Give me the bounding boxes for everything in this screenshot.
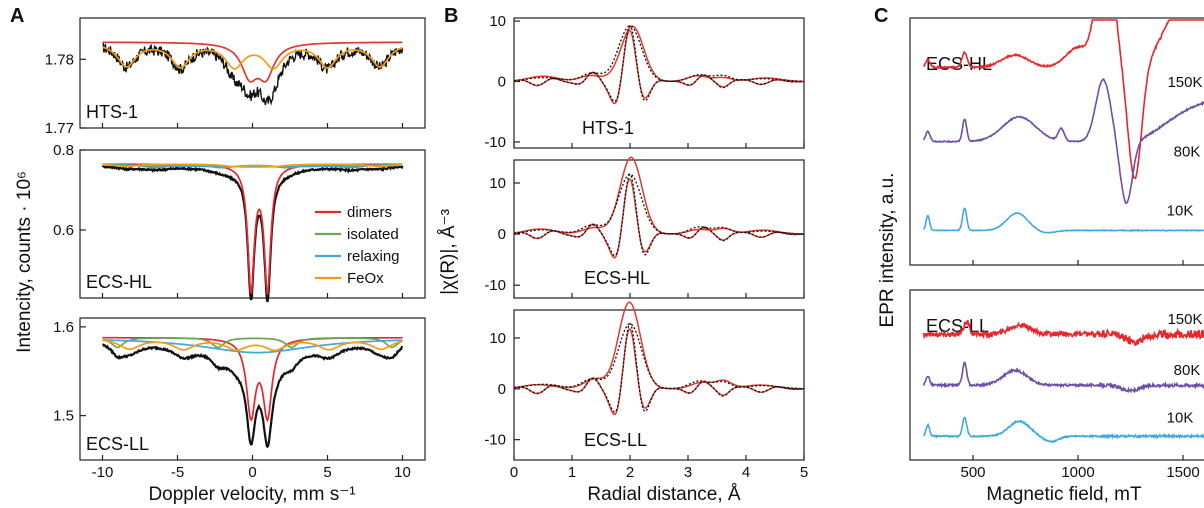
panel-b-ytick-label: 0	[498, 381, 506, 398]
panel-b-exp-real	[513, 25, 804, 103]
panel-b-xtick-label: 5	[800, 464, 808, 481]
panel-b-fit-real	[513, 178, 804, 259]
panel-letter-b: B	[444, 5, 458, 27]
panel-b-ytick-label: 0	[498, 226, 506, 243]
panel-b-fit-magnitude	[513, 156, 804, 235]
panel-b-fit-magnitude	[513, 301, 804, 390]
panel-a-xlabel: Doppler velocity, mm s⁻¹	[148, 484, 355, 505]
panel-a-xtick-label: -5	[171, 464, 184, 481]
legend-label-relaxing: relaxing	[347, 248, 400, 265]
panel-c-temp-label: 80K	[1174, 362, 1201, 379]
panel-b-exp-magnitude	[513, 25, 805, 83]
panel-b-frame-1	[513, 159, 805, 299]
panel-letter-c: C	[874, 5, 888, 27]
panel-a-ytick-label: 1.77	[45, 120, 74, 137]
panel-a-ylabel: Intencity, counts · 10⁶	[14, 171, 35, 353]
panel-c-temp-label: 10K	[1167, 203, 1194, 220]
panel-a-component-feox	[102, 163, 403, 168]
panel-c-frame-0	[909, 17, 1204, 266]
panel-a-xtick-label: 5	[323, 464, 331, 481]
panel-b-xtick-label: 2	[626, 464, 634, 481]
panel-b-exp-real	[513, 322, 804, 413]
panel-a-component-isolated	[102, 337, 403, 349]
panel-c-xtick-label: 1500	[1166, 464, 1199, 481]
legend-label-dimers: dimers	[347, 204, 392, 221]
panel-b-xtick-label: 0	[510, 464, 518, 481]
panel-a-xtick-label: 10	[394, 464, 411, 481]
panel-a-experimental-line	[102, 42, 404, 106]
panel-a-xtick-label: 0	[248, 464, 256, 481]
panel-c-series-10K	[922, 207, 1204, 234]
panel-b-exp-real	[513, 173, 804, 257]
panel-b-ytick-label: -10	[484, 134, 506, 151]
panel-a-sample-label: HTS-1	[86, 102, 138, 122]
panel-b-exp-magnitude	[514, 173, 804, 235]
panel-c-temp-label: 80K	[1174, 143, 1201, 160]
panel-c-series-150K	[923, 19, 1204, 180]
panel-c-sample-label: ECS-HL	[926, 54, 992, 74]
panel-c-temp-label: 150K	[1167, 74, 1202, 91]
panel-a-sample-label: ECS-LL	[86, 434, 149, 454]
panel-b-sample-label: HTS-1	[582, 118, 634, 138]
panel-b-exp-magnitude	[513, 323, 805, 390]
panel-a-xtick-label: -10	[92, 464, 114, 481]
panel-c-ylabel: EPR intensity, a.u.	[877, 173, 898, 328]
panel-b-ytick-label: -10	[484, 277, 506, 294]
panel-a-component-fit	[102, 41, 403, 83]
panel-a-ytick-label: 1.78	[45, 51, 74, 68]
panel-b-ytick-label: 0	[498, 73, 506, 90]
panel-c-xtick-label: 1000	[1061, 464, 1094, 481]
panel-c-series-80K	[922, 361, 1204, 394]
panel-c-series-10K	[922, 416, 1204, 444]
panel-letter-a: A	[10, 5, 24, 27]
panel-a-component-feox	[102, 46, 403, 70]
panel-a-ytick-label: 1.6	[53, 319, 74, 336]
panel-a-sample-label: ECS-HL	[86, 272, 152, 292]
panel-a-ytick-label: 1.5	[53, 408, 74, 425]
panel-b-ytick-label: 10	[489, 330, 506, 347]
panel-c-series-80K	[922, 78, 1204, 205]
panel-b-ylabel: |χ(R)|, Å⁻³	[438, 209, 459, 295]
panel-b-xtick-label: 3	[684, 464, 692, 481]
panel-a-component-feox	[102, 339, 403, 352]
panel-c-sample-label: ECS-LL	[926, 316, 989, 336]
legend-label-feox: FeOx	[347, 270, 384, 287]
panel-b-ytick-label: 10	[489, 175, 506, 192]
panel-b-fit-real	[513, 29, 804, 105]
panel-b-fit-real	[513, 328, 804, 416]
panel-a-experimental-line	[102, 343, 404, 449]
panel-b-sample-label: ECS-LL	[584, 430, 647, 450]
panel-c-series-150K	[922, 319, 1204, 346]
panel-c-temp-label: 10K	[1167, 410, 1194, 427]
panel-c-xlabel: Magnetic field, mT	[986, 484, 1142, 505]
panel-c-frame-1	[909, 289, 1204, 461]
panel-b-xtick-label: 1	[568, 464, 576, 481]
plot-layer: 1.77 1.78 HTS-1 0.6 0.8 ECS-HL 1.5 1.6 ECS-LL -10…	[45, 13, 1204, 481]
panel-a-component-relaxing	[102, 164, 403, 168]
panel-b-frame-0	[513, 17, 805, 149]
panel-b-frame-2	[513, 309, 805, 461]
panel-a-ytick-label: 0.8	[53, 142, 74, 159]
panel-c-temp-label: 150K	[1167, 311, 1202, 328]
panel-c-xtick-label: 500	[960, 464, 985, 481]
legend-label-isolated: isolated	[347, 226, 399, 243]
panel-a-ytick-label: 0.6	[53, 222, 74, 239]
panel-b-ytick-label: -10	[484, 432, 506, 449]
panel-b-fit-magnitude	[513, 25, 804, 83]
panel-b-sample-label: ECS-HL	[584, 268, 650, 288]
panel-b-ytick-label: 10	[489, 13, 506, 30]
panel-b-xtick-label: 4	[742, 464, 750, 481]
panel-b-xlabel: Radial distance, Å	[587, 484, 740, 505]
